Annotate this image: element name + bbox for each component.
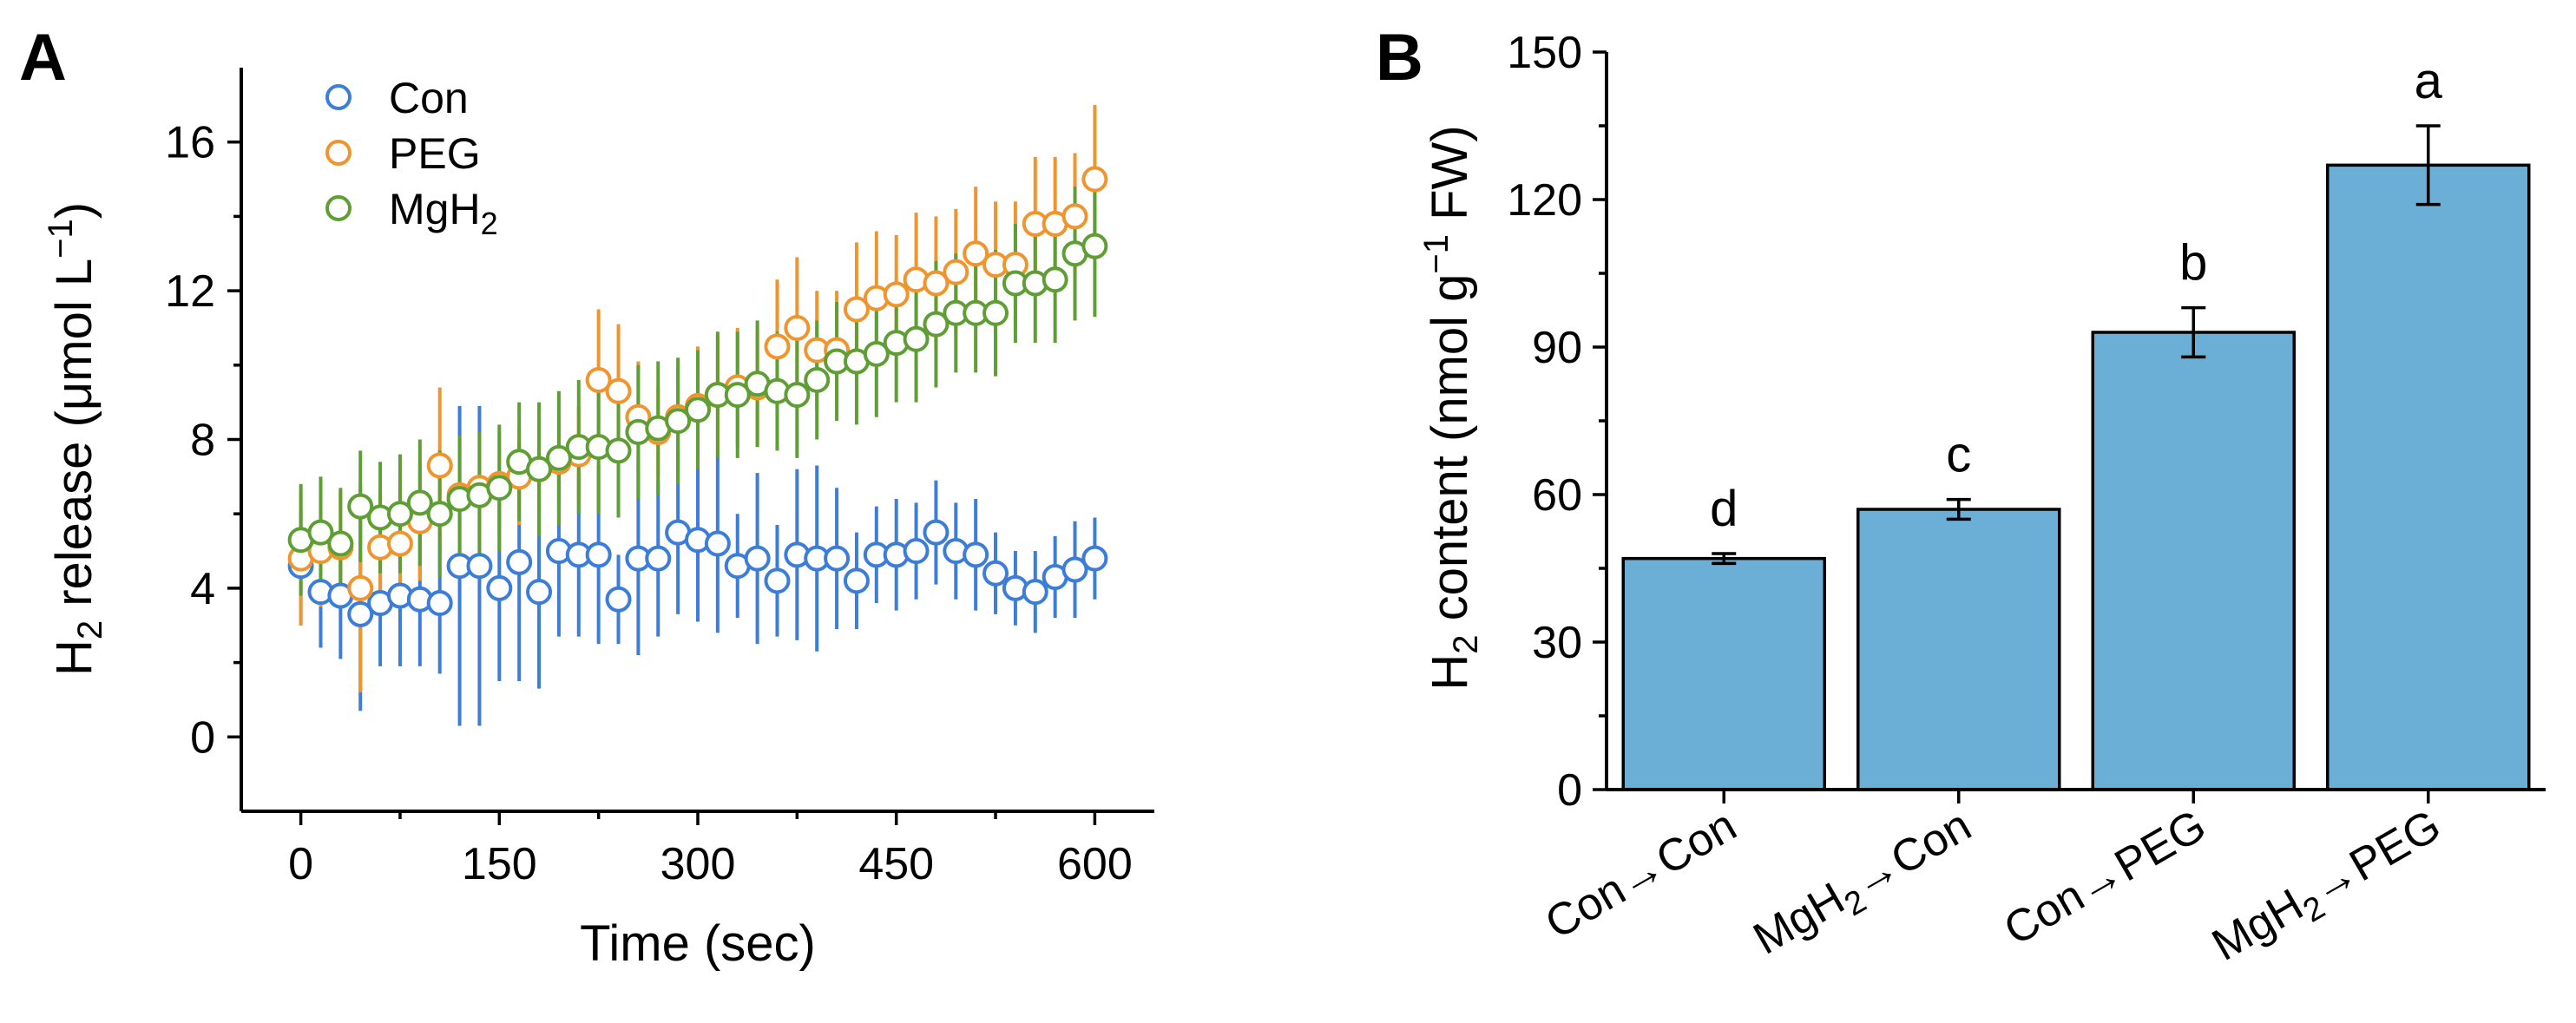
chart-a-mgh2-point xyxy=(1042,266,1068,293)
chart-b-category-label: Con→Con xyxy=(1537,800,1745,949)
chart-a-peg-point xyxy=(347,574,374,601)
chart-a-legend-marker xyxy=(325,195,352,221)
chart-b: d c b a 0 30 60 90 120 150 Con→ConMgH2→ConCon→PE… xyxy=(1417,28,2546,977)
chart-a-mgh2-point xyxy=(406,489,433,516)
chart-a: 0 4 8 12 16 0 150 300 450 600 Con PEG MgH2 Time (s… xyxy=(42,68,1154,972)
chart-a-con-point xyxy=(645,545,672,572)
chart-a-con-point xyxy=(903,538,930,565)
chart-a-y-tick-label: 0 xyxy=(190,712,215,763)
chart-a-x-tick-label: 300 xyxy=(660,839,736,889)
chart-a-con-point xyxy=(526,579,553,606)
chart-a-mgh2-point xyxy=(863,340,890,367)
chart-b-y-tick-label: 0 xyxy=(1557,765,1582,816)
chart-a-con-point xyxy=(1022,579,1048,606)
chart-b-y-axis-title: H2 content (nmol g−1 FW) xyxy=(1417,125,1485,690)
chart-a-y-tick-label: 8 xyxy=(190,416,215,466)
chart-b-y-tick-label: 90 xyxy=(1532,323,1582,373)
chart-a-mgh2-point xyxy=(526,456,553,482)
chart-a-con-point xyxy=(486,574,513,601)
chart-a-con-point xyxy=(605,586,632,613)
chart-a-con-point xyxy=(982,560,1009,587)
chart-a-peg-point xyxy=(426,452,453,479)
chart-a-legend-marker xyxy=(325,140,352,166)
chart-a-peg-point xyxy=(605,377,632,404)
chart-b-significance-letter: a xyxy=(2415,53,2443,109)
chart-a-mgh2-point xyxy=(307,519,334,546)
chart-a-con-point xyxy=(466,553,493,580)
chart-a-peg-point xyxy=(843,296,870,323)
chart-a-con-point xyxy=(744,545,771,572)
chart-a-mgh2-point xyxy=(804,366,831,393)
chart-a-mgh2-point xyxy=(685,397,711,423)
chart-a-mgh2-point xyxy=(665,408,692,435)
chart-a-y-tick-label: 12 xyxy=(165,266,215,317)
chart-a-con-point xyxy=(843,567,870,594)
chart-a-mgh2-point xyxy=(903,325,930,352)
chart-a-peg-point xyxy=(585,366,612,393)
chart-a-y-tick-label: 16 xyxy=(165,118,215,168)
chart-a-x-tick-label: 450 xyxy=(858,839,934,889)
chart-a-con-point xyxy=(923,519,950,546)
chart-a-peg-point xyxy=(784,314,811,341)
chart-a-legend: Con PEG MgH2 xyxy=(325,74,498,241)
chart-a-con-point xyxy=(506,548,533,575)
panel-label-a: A xyxy=(19,21,67,95)
chart-a-y-axis-title: H2 release (μmol L−1) xyxy=(42,202,109,676)
chart-a-mgh2-point xyxy=(545,444,572,471)
chart-a-con-point xyxy=(426,590,453,617)
chart-a-peg-point xyxy=(386,530,413,557)
chart-a-mgh2-point xyxy=(1081,233,1108,259)
panel-label-b: B xyxy=(1376,21,1423,95)
chart-a-peg-point xyxy=(764,333,791,360)
chart-b-significance-letter: c xyxy=(1946,427,1971,483)
chart-b-y-tick-label: 30 xyxy=(1532,618,1582,668)
chart-b-significance-letter: d xyxy=(1710,481,1738,537)
chart-a-con-point xyxy=(347,600,374,627)
chart-a-x-tick-label: 600 xyxy=(1057,839,1133,889)
chart-a-con-point xyxy=(1081,545,1108,572)
chart-a-con-point xyxy=(963,541,989,568)
chart-b-significance-letter: b xyxy=(2179,235,2207,292)
chart-a-x-tick-label: 0 xyxy=(288,839,313,889)
chart-b-y-tick-label: 60 xyxy=(1532,470,1582,521)
chart-a-con-point xyxy=(764,567,791,594)
chart-a-mgh2-point xyxy=(327,530,354,557)
chart-b-y-tick-label: 120 xyxy=(1507,175,1582,226)
chart-b-bar xyxy=(1856,508,2061,791)
chart-a-con-point xyxy=(585,541,612,568)
chart-a-peg-point xyxy=(1081,166,1108,193)
chart-a-mgh2-point xyxy=(724,382,751,409)
chart-b-bar xyxy=(1621,556,1826,791)
chart-a-con-point xyxy=(704,530,731,557)
chart-b-category-label: MgH2→PEG xyxy=(2204,800,2453,977)
chart-a-y-tick-label: 4 xyxy=(190,564,215,614)
chart-a-x-axis-title: Time (sec) xyxy=(580,915,816,972)
chart-a-x-tick-label: 150 xyxy=(462,839,537,889)
chart-a-con-point xyxy=(1061,556,1088,583)
chart-b-category-label: Con→PEG xyxy=(1995,800,2214,955)
chart-a-legend-label: Con xyxy=(389,74,469,122)
chart-a-peg-point xyxy=(943,259,969,285)
chart-a-mgh2-point xyxy=(386,501,413,528)
chart-a-peg-point xyxy=(1061,203,1088,230)
chart-b-bar xyxy=(2326,163,2531,791)
chart-a-mgh2-point xyxy=(486,475,513,502)
chart-a-legend-label: MgH2 xyxy=(389,185,498,241)
chart-a-mgh2-point xyxy=(347,493,374,520)
chart-a-mgh2-point xyxy=(923,311,950,338)
chart-b-category-label: MgH2→Con xyxy=(1745,800,1984,971)
chart-a-peg-point xyxy=(923,270,950,297)
chart-b-bar xyxy=(2091,331,2296,791)
chart-a-mgh2-point xyxy=(605,437,632,464)
chart-a-legend-label: PEG xyxy=(389,129,481,178)
chart-a-con-point xyxy=(824,545,851,572)
chart-a-mgh2-point xyxy=(426,501,453,528)
chart-a-legend-marker xyxy=(325,84,352,110)
chart-b-y-tick-label: 150 xyxy=(1507,28,1582,78)
chart-a-peg-point xyxy=(963,240,989,267)
chart-a-mgh2-point xyxy=(982,299,1009,326)
chart-a-mgh2-point xyxy=(784,382,811,409)
chart-a-peg-point xyxy=(883,281,910,308)
